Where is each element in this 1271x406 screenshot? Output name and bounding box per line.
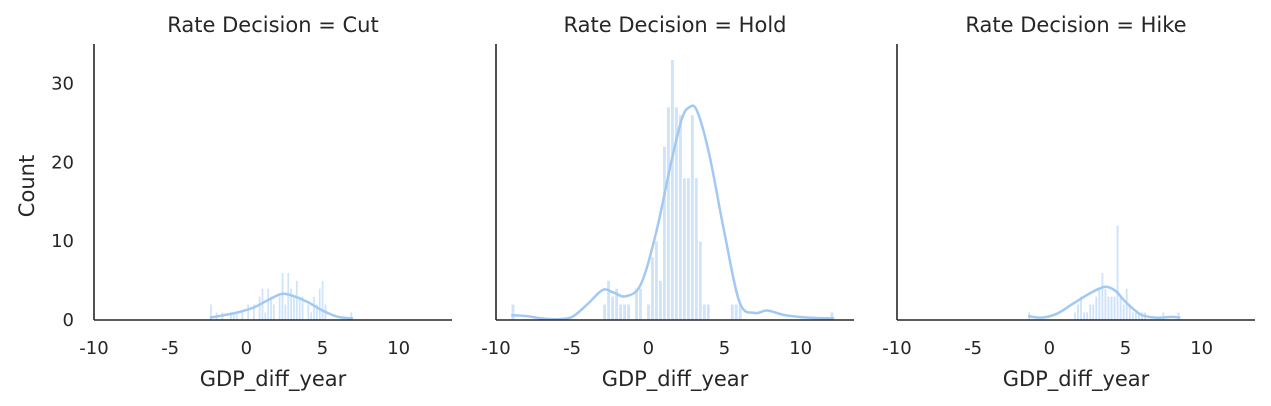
histogram-bar <box>618 303 623 321</box>
x-tick-label: -10 <box>882 338 911 359</box>
histogram-bar <box>286 272 290 321</box>
histogram-bar <box>272 303 276 321</box>
histogram-bar <box>1110 296 1113 321</box>
histogram-bar <box>306 303 310 321</box>
y-tick-label: 20 <box>51 152 74 173</box>
histogram-bar <box>1088 303 1092 321</box>
histogram-bar <box>1119 296 1123 321</box>
facet-panel-1: Rate Decision = Cut -10 -5 0 5 10 0 10 20 30 GDP_d… <box>51 13 452 392</box>
histogram-bar <box>686 177 691 321</box>
histogram-bar <box>670 59 675 321</box>
histogram-bar <box>1091 303 1095 321</box>
histogram-bar <box>682 177 687 321</box>
histogram-bar <box>690 114 695 321</box>
panel-title: Rate Decision = Cut <box>167 13 378 37</box>
kde-curve <box>209 292 354 320</box>
kde-curve <box>511 104 835 321</box>
histogram-bar <box>610 296 615 321</box>
histogram-bar <box>295 280 299 321</box>
y-tick-label: 0 <box>63 310 74 331</box>
histogram-bar <box>678 114 683 321</box>
histogram-bar <box>309 311 313 321</box>
x-tick-label: 5 <box>1120 338 1131 359</box>
histogram-bar <box>278 296 282 321</box>
panel-title: Rate Decision = Hike <box>965 13 1186 37</box>
panel-title: Rate Decision = Hold <box>564 13 787 37</box>
histogram-bar <box>266 288 270 321</box>
histogram-bar <box>1113 296 1117 321</box>
histogram-bar <box>1161 311 1165 321</box>
x-tick-label: -5 <box>964 338 982 359</box>
y-axis-label: Count <box>15 155 39 217</box>
histogram-bar <box>622 303 627 321</box>
histogram-bar <box>1094 296 1098 321</box>
y-tick-label: 30 <box>51 73 74 94</box>
kde-curve <box>1027 285 1181 319</box>
histogram-bar <box>321 280 324 321</box>
histogram-bar <box>263 311 267 321</box>
histogram-bar <box>1097 288 1101 321</box>
histogram-bar <box>666 106 671 321</box>
histogram-bar <box>1100 272 1104 321</box>
histogram-bar <box>1076 303 1080 321</box>
y-tick-label: 10 <box>51 231 74 252</box>
x-tick-label: 10 <box>1190 338 1213 359</box>
histogram-bar <box>650 256 655 321</box>
x-tick-label: 0 <box>643 338 654 359</box>
histogram-bar <box>1103 288 1107 321</box>
x-tick-label: 0 <box>1044 338 1055 359</box>
histogram-bar <box>283 303 287 321</box>
histogram-bar <box>694 177 699 321</box>
histogram-bar <box>1131 311 1135 321</box>
x-tick-label: -10 <box>481 338 510 359</box>
chart-panels: Rate Decision = Cut -10 -5 0 5 10 0 10 20 30 GDP_d… <box>51 13 1255 392</box>
histogram-bar <box>292 296 296 321</box>
x-axis-label: GDP_diff_year <box>200 367 347 392</box>
x-tick-label: -5 <box>161 338 179 359</box>
histogram-bar <box>281 272 284 321</box>
facet-panel-3: Rate Decision = Hike -10 -5 0 5 10 GDP_diff_ye… <box>882 13 1255 392</box>
x-axis-label: GDP_diff_year <box>602 367 749 392</box>
x-tick-label: 5 <box>719 338 730 359</box>
histogram-bar <box>1073 311 1077 321</box>
histogram-bar <box>646 303 651 321</box>
histogram-bar <box>1122 303 1126 321</box>
histogram-bar <box>312 296 316 321</box>
histogram-bar <box>602 303 607 321</box>
x-axis-label: GDP_diff_year <box>1003 367 1150 392</box>
x-tick-label: 0 <box>241 338 252 359</box>
histogram-bar <box>702 303 707 321</box>
x-tick-label: -10 <box>79 338 108 359</box>
histogram-bar <box>654 240 659 321</box>
histogram-bar <box>1085 311 1089 321</box>
histogram-bar <box>658 280 663 321</box>
histogram-bar <box>638 288 643 321</box>
histogram-bar <box>289 288 293 321</box>
x-tick-label: 10 <box>789 338 812 359</box>
histogram-bar <box>1106 296 1110 321</box>
histogram-bar <box>706 303 711 321</box>
histogram-bar <box>318 288 322 321</box>
x-tick-label: -5 <box>563 338 581 359</box>
histogram-bar <box>662 146 667 321</box>
x-tick-label: 5 <box>317 338 328 359</box>
histogram-bar <box>1082 311 1086 321</box>
facet-panel-2: Rate Decision = Hold -10 -5 0 5 10 GDP_diff_ye… <box>481 13 854 392</box>
histogram-bar <box>626 303 631 321</box>
histogram-bar <box>246 303 250 321</box>
histogram-bar <box>734 303 739 321</box>
histogram-bar <box>698 240 703 321</box>
histogram-bar <box>606 280 611 321</box>
histogram-bar <box>510 303 515 321</box>
histogram-bar <box>258 296 261 321</box>
x-tick-label: 10 <box>387 338 410 359</box>
histogram-bar <box>241 311 244 321</box>
histogram-bar <box>730 303 735 321</box>
histogram-bar <box>1116 225 1120 321</box>
